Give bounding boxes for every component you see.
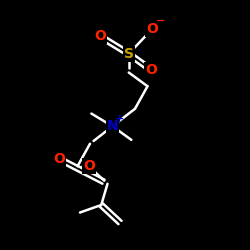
Text: O: O [145, 63, 157, 77]
Text: O: O [53, 152, 65, 166]
Text: S: S [124, 47, 134, 61]
Text: O: O [83, 159, 95, 173]
Text: N: N [107, 119, 118, 133]
Text: O: O [94, 29, 106, 43]
Text: −: − [156, 16, 165, 26]
Text: +: + [115, 114, 124, 124]
Text: O: O [146, 22, 158, 36]
